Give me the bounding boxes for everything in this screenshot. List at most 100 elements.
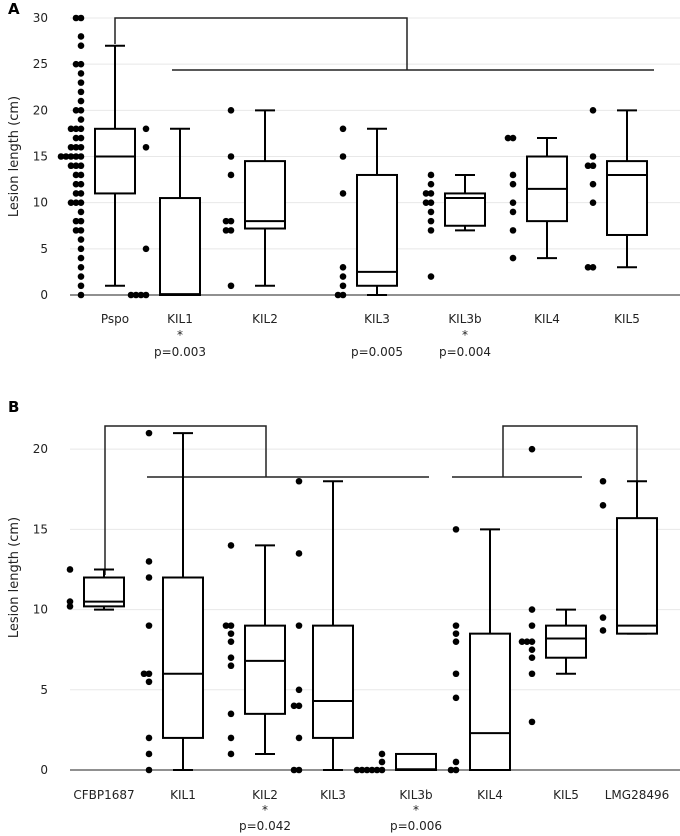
data-point xyxy=(589,107,597,114)
data-point xyxy=(589,153,597,160)
data-point xyxy=(452,630,460,637)
box-group-KIL1 xyxy=(140,429,204,774)
box-iqr xyxy=(616,517,658,635)
data-point xyxy=(77,282,85,290)
data-point xyxy=(66,598,74,605)
data-point xyxy=(77,125,85,133)
data-point xyxy=(145,678,153,686)
box-group-KIL4 xyxy=(504,134,568,262)
data-point xyxy=(427,199,435,206)
data-point xyxy=(145,429,153,437)
panel-letter: A xyxy=(8,0,20,18)
y-tick-label: 0 xyxy=(40,763,48,777)
box-iqr xyxy=(94,127,136,195)
data-point xyxy=(227,171,235,179)
data-point xyxy=(339,153,347,160)
data-point xyxy=(145,750,153,758)
data-point xyxy=(77,14,85,22)
data-point xyxy=(227,750,235,758)
data-point xyxy=(72,143,80,151)
data-point xyxy=(72,180,80,188)
data-point xyxy=(290,702,298,710)
data-point xyxy=(72,60,80,68)
data-point xyxy=(589,180,597,188)
data-point xyxy=(509,134,517,142)
y-tick-label: 5 xyxy=(40,683,48,697)
data-point xyxy=(77,60,85,68)
data-point xyxy=(72,227,80,234)
data-point xyxy=(66,566,74,573)
x-tick-label: KIL3 xyxy=(320,788,346,802)
data-point xyxy=(127,291,135,299)
x-tick-label: KIL3 xyxy=(364,312,390,326)
significance-star: * xyxy=(177,328,183,342)
box-iqr xyxy=(312,624,354,739)
data-point xyxy=(339,125,347,133)
y-tick-label: 10 xyxy=(33,196,48,210)
data-point xyxy=(339,291,347,299)
x-tick-label: LMG28496 xyxy=(605,788,670,802)
panel-B: B 0 5 10 15 20 Lesion length (cm) CFBP1687 KIL1 K… xyxy=(7,398,680,833)
comparison-bracket xyxy=(502,425,638,508)
panel-letter: B xyxy=(8,398,19,416)
data-point xyxy=(427,190,435,197)
data-point xyxy=(77,291,85,299)
data-point xyxy=(378,750,386,758)
data-point xyxy=(77,116,85,123)
data-point xyxy=(77,190,85,197)
p-value-label: p=0.005 xyxy=(351,345,403,359)
data-point xyxy=(427,171,435,179)
data-point xyxy=(599,502,607,509)
data-point xyxy=(452,758,460,766)
data-point xyxy=(72,153,80,160)
box-group-LMG28496 xyxy=(599,477,658,635)
data-point xyxy=(142,143,150,151)
y-tick-label: 0 xyxy=(40,288,48,302)
x-tick-label: KIL5 xyxy=(614,312,640,326)
data-point xyxy=(447,766,455,774)
data-point xyxy=(528,622,536,629)
data-point xyxy=(67,125,75,133)
x-tick-label: Pspo xyxy=(101,312,129,326)
data-point xyxy=(422,190,430,197)
box-group-KIL1 xyxy=(127,125,201,299)
data-point xyxy=(373,766,381,774)
data-point xyxy=(295,734,303,742)
data-point xyxy=(509,208,517,216)
data-point xyxy=(599,614,607,621)
comparison-bracket xyxy=(104,425,267,575)
data-point xyxy=(378,766,386,774)
data-point xyxy=(142,291,150,299)
data-point xyxy=(67,143,75,151)
y-tick-label: 25 xyxy=(33,57,48,71)
data-point xyxy=(427,273,435,280)
data-point xyxy=(227,710,235,718)
data-point xyxy=(66,603,74,610)
data-point xyxy=(452,694,460,702)
data-point xyxy=(72,134,80,142)
p-value-label: p=0.004 xyxy=(439,345,491,359)
data-point xyxy=(599,627,607,634)
data-point xyxy=(509,254,517,262)
data-point xyxy=(528,445,536,453)
data-point xyxy=(140,670,148,678)
significance-star: * xyxy=(413,803,419,817)
data-point xyxy=(145,558,153,565)
box-iqr xyxy=(244,624,286,715)
data-point xyxy=(509,199,517,206)
data-point xyxy=(77,143,85,151)
data-point xyxy=(452,638,460,645)
data-point xyxy=(427,227,435,234)
data-point xyxy=(427,208,435,216)
box-iqr xyxy=(545,624,587,659)
data-point xyxy=(145,766,153,774)
x-tick-label: KIL5 xyxy=(553,788,579,802)
data-point xyxy=(77,153,85,160)
data-point xyxy=(295,622,303,629)
data-point xyxy=(528,654,536,662)
data-point xyxy=(77,217,85,225)
data-point xyxy=(452,622,460,629)
data-point xyxy=(77,33,85,40)
data-point xyxy=(509,180,517,188)
box-group-CFBP1687 xyxy=(66,566,125,611)
